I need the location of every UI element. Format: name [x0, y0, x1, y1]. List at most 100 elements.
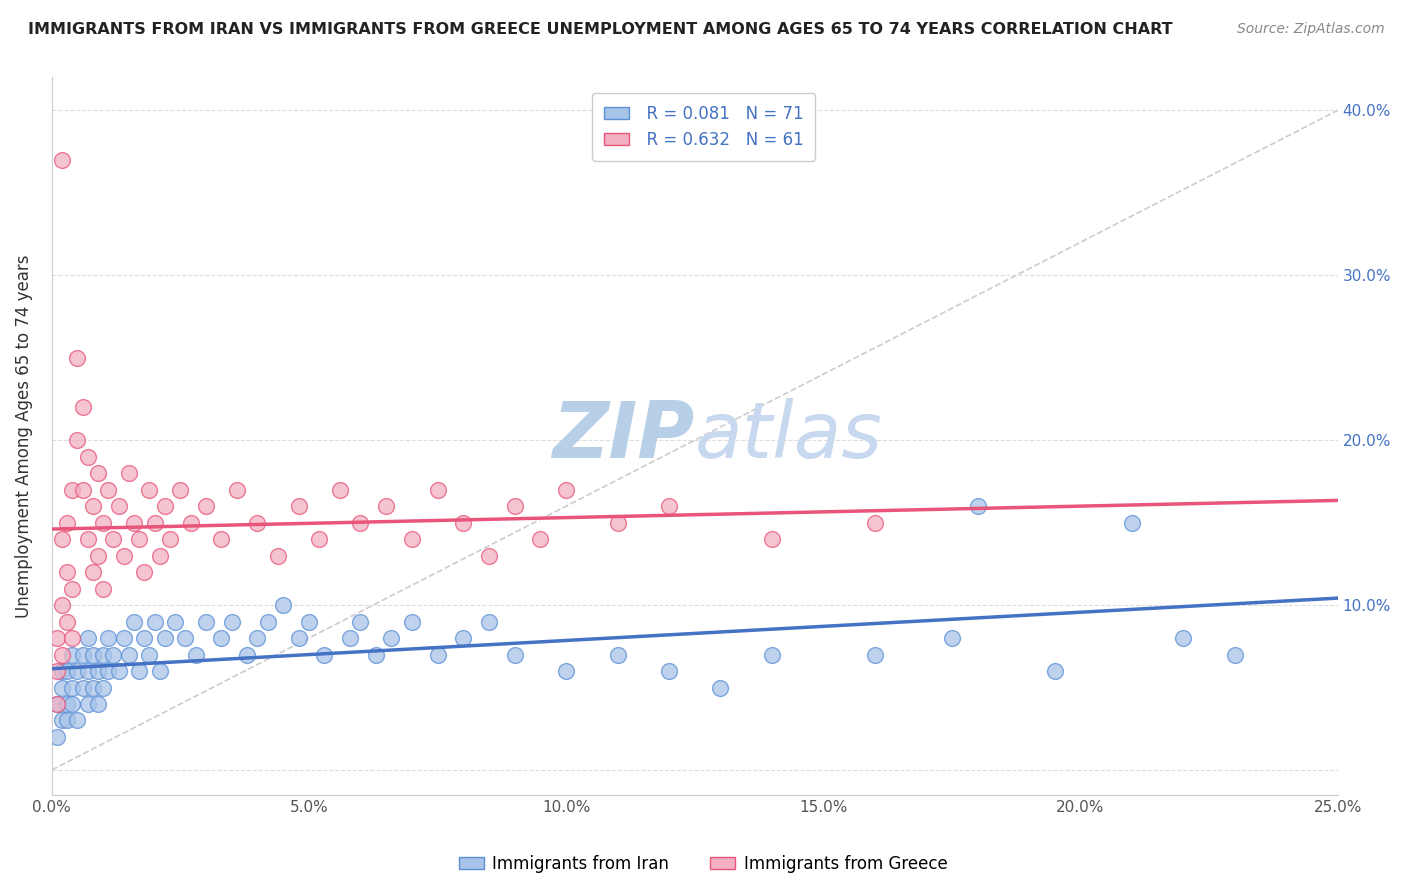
Point	[195, 615, 218, 629]
Point	[287, 499, 309, 513]
Point	[236, 648, 259, 662]
Point	[1173, 631, 1195, 645]
Point	[267, 549, 290, 563]
Point	[380, 631, 402, 645]
Point	[195, 499, 218, 513]
Point	[56, 565, 79, 579]
Point	[503, 648, 526, 662]
Point	[51, 598, 73, 612]
Point	[60, 648, 83, 662]
Point	[45, 631, 67, 645]
Point	[118, 466, 141, 480]
Point	[184, 648, 207, 662]
Point	[314, 648, 336, 662]
Text: IMMIGRANTS FROM IRAN VS IMMIGRANTS FROM GREECE UNEMPLOYMENT AMONG AGES 65 TO 74 : IMMIGRANTS FROM IRAN VS IMMIGRANTS FROM …	[28, 22, 1173, 37]
Point	[56, 615, 79, 629]
Point	[45, 697, 67, 711]
Point	[134, 631, 156, 645]
Point	[271, 598, 294, 612]
Point	[555, 664, 578, 678]
Point	[72, 681, 94, 695]
Point	[51, 153, 73, 167]
Point	[51, 648, 73, 662]
Point	[863, 516, 886, 530]
Point	[72, 401, 94, 415]
Point	[174, 631, 197, 645]
Point	[122, 615, 145, 629]
Point	[51, 714, 73, 728]
Point	[82, 565, 104, 579]
Point	[82, 499, 104, 513]
Point	[221, 615, 243, 629]
Point	[91, 516, 114, 530]
Point	[329, 483, 352, 497]
Point	[97, 483, 120, 497]
Point	[87, 697, 110, 711]
Point	[66, 433, 89, 447]
Point	[478, 549, 501, 563]
Point	[529, 532, 551, 546]
Point	[66, 664, 89, 678]
Point	[76, 532, 98, 546]
Point	[138, 648, 160, 662]
Point	[606, 648, 628, 662]
Point	[349, 516, 371, 530]
Point	[375, 499, 398, 513]
Point	[426, 648, 449, 662]
Point	[45, 664, 67, 678]
Point	[103, 648, 125, 662]
Point	[112, 549, 135, 563]
Legend:   R = 0.081   N = 71,   R = 0.632   N = 61: R = 0.081 N = 71, R = 0.632 N = 61	[592, 93, 815, 161]
Point	[128, 532, 150, 546]
Point	[87, 664, 110, 678]
Point	[246, 631, 269, 645]
Point	[159, 532, 181, 546]
Point	[45, 697, 67, 711]
Point	[153, 631, 176, 645]
Point	[287, 631, 309, 645]
Point	[91, 681, 114, 695]
Point	[211, 532, 233, 546]
Point	[91, 582, 114, 596]
Legend: Immigrants from Iran, Immigrants from Greece: Immigrants from Iran, Immigrants from Gr…	[451, 848, 955, 880]
Point	[364, 648, 387, 662]
Point	[503, 499, 526, 513]
Point	[103, 532, 125, 546]
Point	[1121, 516, 1143, 530]
Point	[82, 648, 104, 662]
Point	[122, 516, 145, 530]
Point	[72, 483, 94, 497]
Point	[1223, 648, 1246, 662]
Point	[91, 648, 114, 662]
Point	[256, 615, 278, 629]
Point	[451, 516, 474, 530]
Point	[76, 631, 98, 645]
Point	[60, 582, 83, 596]
Point	[761, 532, 783, 546]
Point	[56, 516, 79, 530]
Point	[165, 615, 187, 629]
Point	[143, 615, 166, 629]
Point	[863, 648, 886, 662]
Point	[51, 532, 73, 546]
Point	[761, 648, 783, 662]
Point	[51, 664, 73, 678]
Point	[153, 499, 176, 513]
Point	[56, 714, 79, 728]
Point	[451, 631, 474, 645]
Text: Source: ZipAtlas.com: Source: ZipAtlas.com	[1237, 22, 1385, 37]
Point	[138, 483, 160, 497]
Point	[149, 549, 172, 563]
Point	[60, 681, 83, 695]
Y-axis label: Unemployment Among Ages 65 to 74 years: Unemployment Among Ages 65 to 74 years	[15, 254, 32, 618]
Point	[82, 681, 104, 695]
Point	[169, 483, 191, 497]
Point	[60, 483, 83, 497]
Point	[606, 516, 628, 530]
Point	[308, 532, 330, 546]
Point	[87, 466, 110, 480]
Point	[97, 664, 120, 678]
Point	[51, 681, 73, 695]
Point	[180, 516, 202, 530]
Point	[134, 565, 156, 579]
